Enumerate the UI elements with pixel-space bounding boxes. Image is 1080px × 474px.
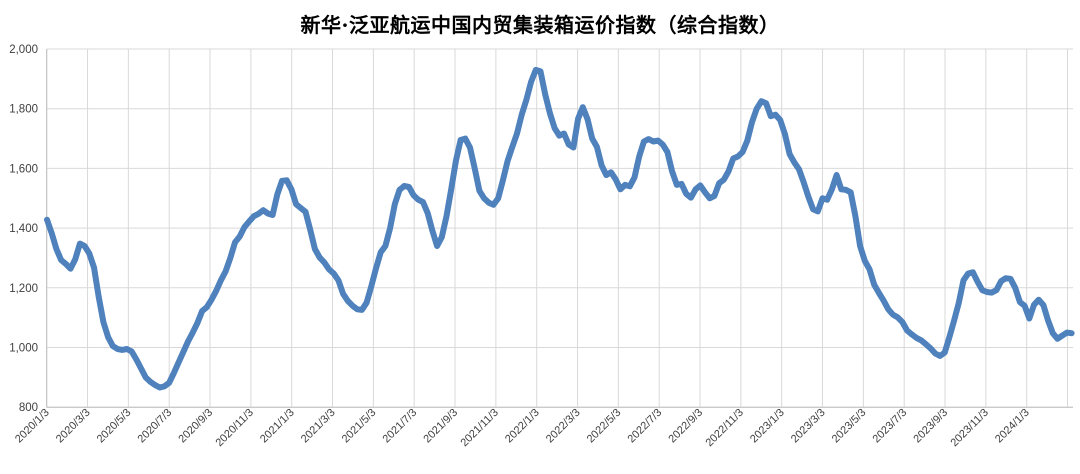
x-axis-tick-label: 2021/11/3 [458, 407, 501, 450]
x-axis-tick-label: 2023/1/3 [748, 407, 787, 446]
x-axis-tick-label: 2020/5/3 [95, 407, 134, 446]
x-axis-tick-label: 2020/9/3 [176, 407, 215, 446]
x-axis-tick-label: 2021/1/3 [258, 407, 297, 446]
x-axis-tick-label: 2020/3/3 [54, 407, 93, 446]
x-axis-tick-label: 2023/3/3 [789, 407, 828, 446]
x-axis-tick-label: 2021/9/3 [421, 407, 460, 446]
x-axis-tick-label: 2022/5/3 [585, 407, 624, 446]
x-axis-tick-label: 2022/3/3 [544, 407, 583, 446]
x-axis-tick-label: 2023/9/3 [911, 407, 950, 446]
x-axis-tick-label: 2023/5/3 [830, 407, 869, 446]
y-axis-tick-label: 1,400 [9, 223, 38, 235]
x-axis-tick-label: 2021/3/3 [299, 407, 338, 446]
x-axis-tick-label: 2022/11/3 [703, 407, 746, 450]
x-axis-tick-label: 2020/7/3 [136, 407, 175, 446]
freight-index-line [44, 66, 1075, 391]
x-axis-tick-label: 2021/7/3 [381, 407, 420, 446]
y-axis-tick-label: 1,800 [9, 104, 38, 116]
x-axis-tick-label: 2020/11/3 [213, 407, 256, 450]
y-axis-tick-label: 2,000 [9, 44, 38, 56]
x-axis-tick-label: 2022/1/3 [503, 407, 542, 446]
y-axis-tick-label: 1,000 [9, 343, 38, 355]
x-axis-tick-label: 2024/1/3 [993, 407, 1032, 446]
y-axis-tick-label: 1,200 [9, 283, 38, 295]
x-axis-tick-label: 2023/7/3 [871, 407, 910, 446]
x-axis-tick-label: 2021/5/3 [340, 407, 379, 446]
y-axis-tick-label: 800 [19, 402, 38, 414]
x-axis-tick-label: 2022/9/3 [666, 407, 705, 446]
y-axis-tick-label: 1,600 [9, 163, 38, 175]
chart-title: 新华·泛亚航运中国内贸集装箱运价指数（综合指数） [300, 13, 780, 37]
x-axis-tick-label: 2023/11/3 [948, 407, 991, 450]
x-axis-tick-label: 2022/7/3 [626, 407, 665, 446]
